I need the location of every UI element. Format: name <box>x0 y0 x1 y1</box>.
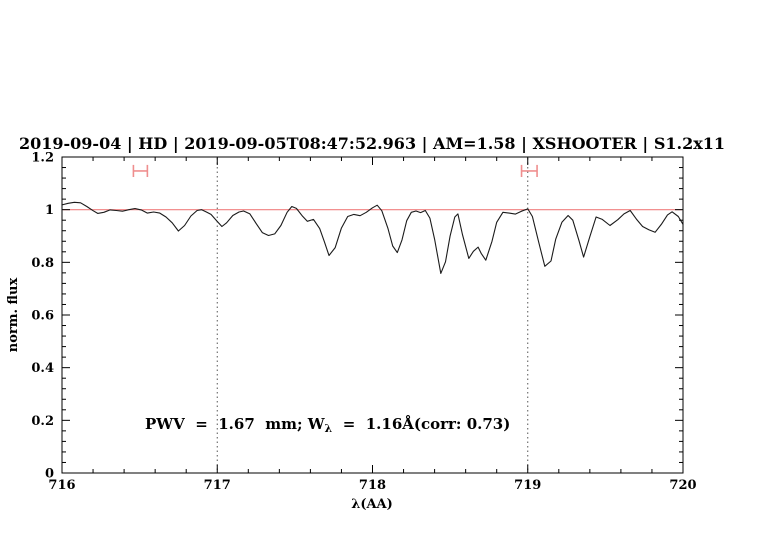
x-tick-label-716: 716 <box>48 478 75 493</box>
range-marker-1 <box>132 164 149 178</box>
range-marker-2 <box>520 164 538 178</box>
range-markers-group <box>132 164 538 178</box>
dotted-vlines-group <box>216 158 529 472</box>
pwv-annotation-subscript: λ <box>325 422 333 435</box>
y-tick-label-0.2: 0.2 <box>31 414 54 429</box>
y-tick-label-1: 1 <box>45 203 54 218</box>
y-tick-label-0.6: 0.6 <box>31 309 54 324</box>
pwv-annotation-main: PWV = 1.67 mm; W <box>145 415 326 433</box>
x-tick-label-717: 717 <box>204 478 231 493</box>
y-axis-label: norm. flux <box>6 278 21 353</box>
pwv-annotation-tail: = 1.16Å(corr: 0.73) <box>332 415 510 433</box>
axis-ticks-group <box>61 156 684 474</box>
x-tick-label-720: 720 <box>669 478 696 493</box>
x-axis-label: λ(AA) <box>351 497 393 512</box>
pwv-annotation: PWV = 1.67 mm; Wλ = 1.16Å(corr: 0.73) <box>145 415 510 435</box>
y-tick-label-1.2: 1.2 <box>31 151 54 166</box>
x-tick-label-718: 718 <box>359 478 386 493</box>
spectrum-curve <box>61 201 684 274</box>
x-tick-label-719: 719 <box>514 478 541 493</box>
tick-labels-group: 716 717 718 719 720 0 0.2 0.4 0.6 0.8 1 1.2 <box>31 151 696 494</box>
spectrum-curve-group <box>61 201 684 274</box>
y-tick-label-0.4: 0.4 <box>31 361 54 376</box>
y-tick-label-0.8: 0.8 <box>31 256 54 271</box>
plot-title: 2019-09-04 | HD | 2019-09-05T08:47:52.96… <box>19 134 725 153</box>
y-tick-label-0: 0 <box>45 467 54 482</box>
